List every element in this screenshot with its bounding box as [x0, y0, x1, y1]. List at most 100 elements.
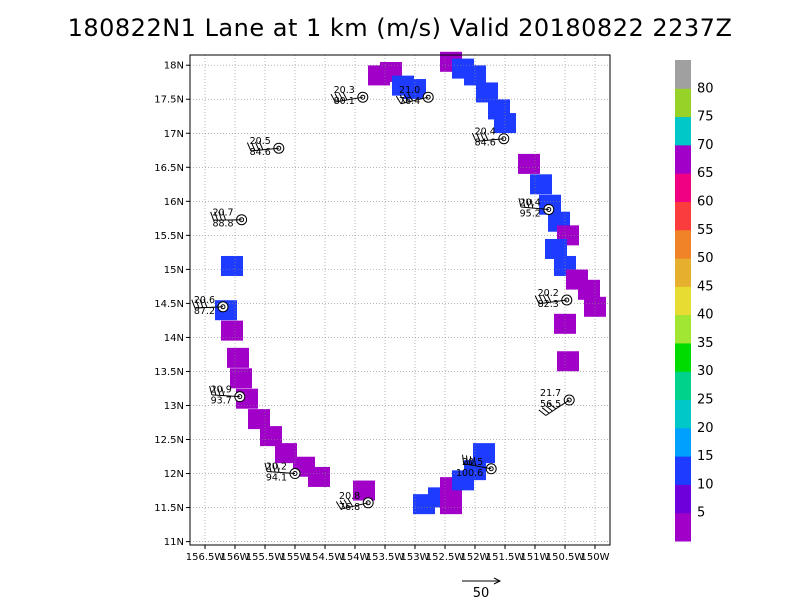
- dropsonde-speed-label: 20.4: [475, 127, 496, 138]
- colorbar-label: 45: [697, 279, 714, 294]
- wind-barb-flag: [546, 293, 552, 303]
- wind-barb-flag: [217, 386, 221, 396]
- colorbar-label: 35: [697, 336, 714, 351]
- dropsonde-direction-label: 84.6: [475, 138, 496, 149]
- wind-cell: [440, 494, 462, 515]
- wind-barb-flag: [343, 499, 350, 508]
- dropsonde: 20.876.8: [335, 491, 374, 513]
- wind-barb-flag: [258, 141, 264, 150]
- y-tick-label: 17N: [164, 129, 184, 140]
- dropsonde-direction-label: 100.6: [456, 468, 483, 479]
- colorbar-swatch: [675, 484, 691, 514]
- x-axis: 156.5W156W155.5W155W154.5W154W153.5W153W…: [186, 545, 610, 563]
- dropsonde-speed-label: 20.5: [462, 457, 483, 468]
- dropsonde-direction-label: 93.7: [211, 396, 232, 407]
- colorbar-label: 55: [697, 223, 714, 238]
- dropsonde-direction-label: 84.6: [250, 147, 271, 158]
- y-tick-label: 13.5N: [154, 367, 184, 378]
- y-tick-label: 14.5N: [154, 299, 184, 310]
- wind-barb-flag: [542, 294, 548, 303]
- wind-barb-flag: [191, 299, 196, 309]
- wind-barb-flag: [548, 402, 557, 410]
- plot-frame: [189, 54, 611, 546]
- dropsonde-direction-label: 88.8: [212, 219, 233, 230]
- wind-barb-flag: [471, 132, 477, 142]
- wind-barb-flag: [264, 462, 268, 472]
- colorbar: 5 10 15 20 25 30 35 40 45 50 55 60 65 70 75 80: [675, 60, 714, 542]
- dropsonde-speed-label: 21.0: [399, 85, 420, 96]
- colorbar-label: 65: [697, 166, 714, 181]
- colorbar-swatch: [675, 342, 691, 372]
- x-tick-label: 154.5W: [306, 552, 345, 563]
- colorbar-label: 10: [697, 477, 714, 492]
- colorbar-swatch: [675, 229, 691, 259]
- dropsonde: 20.788.8: [210, 208, 248, 230]
- dropsonde-direction-label: 80.1: [334, 96, 355, 107]
- colorbar-swatch: [675, 144, 691, 174]
- dropsonde-speed-label: 20.9: [211, 385, 232, 396]
- colorbar-swatch: [675, 173, 691, 202]
- x-tick-label: 156W: [221, 552, 250, 563]
- colorbar-swatch: [675, 427, 691, 457]
- y-tick-label: 11N: [164, 537, 184, 548]
- wind-barb-flag: [462, 454, 465, 464]
- wind-barb-flag: [530, 199, 534, 209]
- dropsonde-speed-label: 20.7: [212, 208, 233, 219]
- wind-barb-flag: [518, 198, 522, 208]
- dropsonde: 20.484.6: [471, 127, 510, 149]
- wind-barb-staff: [545, 399, 570, 416]
- colorbar-swatch: [675, 258, 691, 287]
- wind-cell: [260, 426, 282, 447]
- wind-barb-flag: [214, 211, 219, 221]
- colorbar-swatch: [675, 314, 691, 344]
- y-tick-label: 13N: [164, 401, 184, 412]
- wind-cell: [221, 255, 243, 276]
- y-tick-label: 15.5N: [154, 231, 184, 242]
- wind-barb-flag: [221, 386, 225, 396]
- dropsonde: 20.993.7: [209, 385, 246, 407]
- dropsonde: 20.294.1: [264, 462, 301, 484]
- wind-barb-flag: [473, 456, 476, 466]
- wind-barb-flag: [403, 93, 410, 103]
- wind-barb-flag: [522, 198, 526, 208]
- wind-cell: [518, 153, 540, 174]
- wind-barb-flag: [534, 295, 540, 304]
- colorbar-label: 5: [697, 506, 705, 521]
- wind-barb-flag: [395, 95, 402, 105]
- wind-barb-flag: [335, 501, 342, 510]
- y-tick-label: 17.5N: [154, 95, 184, 106]
- dropsonde-speed-label: 20.2: [538, 288, 559, 299]
- colorbar-swatch: [675, 456, 691, 485]
- colorbar-label: 40: [697, 308, 714, 323]
- wind-cells-layer: [215, 51, 606, 515]
- reference-arrow-head: [493, 577, 502, 585]
- wind-barb-flag: [526, 198, 530, 208]
- dropsonde: 20.584.6: [246, 136, 285, 158]
- x-tick-label: 154W: [341, 552, 370, 563]
- wind-barb-flag: [276, 463, 280, 473]
- wind-cell: [476, 82, 498, 103]
- colorbar-label: 50: [697, 251, 714, 266]
- wind-barb-flag: [268, 462, 272, 472]
- wind-cell: [557, 351, 579, 372]
- dropsonde-speed-label: 20.6: [194, 295, 215, 306]
- dropsonde-direction-label: 95.2: [520, 208, 541, 219]
- wind-barb-flag: [538, 409, 547, 416]
- colorbar-swatch: [675, 512, 691, 542]
- colorbar-swatch: [675, 88, 691, 118]
- colorbar-swatch: [675, 399, 691, 429]
- wind-cell: [545, 238, 567, 259]
- wind-barb-flag: [210, 211, 215, 221]
- wind-cell: [227, 347, 249, 368]
- dropsonde-speed-label: 20.3: [334, 85, 355, 96]
- wind-barb-staff: [538, 299, 567, 305]
- wind-barb-flag: [254, 141, 260, 151]
- wind-barb-flag: [469, 456, 473, 466]
- dropsonde-direction-label: 94.1: [266, 473, 287, 484]
- wind-barb-staff: [195, 306, 224, 309]
- wind-barb-flag: [541, 407, 550, 414]
- x-tick-label: 152W: [461, 552, 490, 563]
- wind-barb-flag: [545, 405, 553, 412]
